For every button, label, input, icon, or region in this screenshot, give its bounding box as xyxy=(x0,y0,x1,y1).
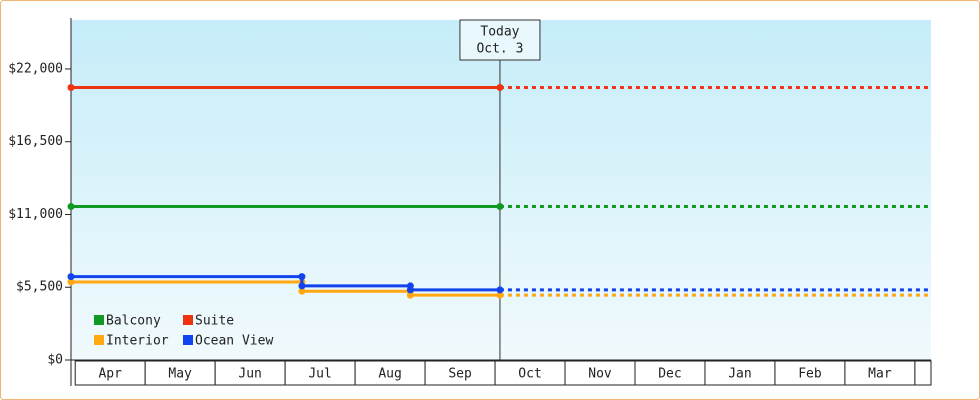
legend-swatch xyxy=(183,315,193,325)
price-marker xyxy=(496,83,504,91)
month-box xyxy=(144,360,216,386)
y-tick-label: $22,000 xyxy=(8,61,63,76)
today-box xyxy=(459,19,541,61)
today-date: Oct. 3 xyxy=(476,42,523,57)
x-tick-label: Dec xyxy=(658,367,681,382)
price-marker xyxy=(298,282,306,290)
price-marker xyxy=(496,286,504,294)
x-tick-label: Nov xyxy=(588,367,612,382)
month-box xyxy=(774,360,846,386)
price-marker xyxy=(67,203,75,211)
x-tick-label: Jun xyxy=(238,367,261,382)
price-marker xyxy=(496,203,504,211)
x-tick-label: Sep xyxy=(448,367,472,382)
month-box xyxy=(424,360,496,386)
y-tick-label: $0 xyxy=(47,353,63,368)
month-box xyxy=(354,360,426,386)
legend-swatch xyxy=(94,315,104,325)
price-marker xyxy=(406,291,414,299)
x-tick-label: Feb xyxy=(798,367,822,382)
price-marker xyxy=(67,278,75,286)
legend-label: Interior xyxy=(106,334,169,349)
month-box xyxy=(564,360,636,386)
price-marker xyxy=(496,291,504,299)
x-tick-label: Mar xyxy=(868,367,892,382)
x-tick-label: Jan xyxy=(728,367,751,382)
y-tick-label: $11,000 xyxy=(8,207,63,222)
month-box xyxy=(284,360,356,386)
x-tick-label: Jul xyxy=(308,367,331,382)
x-tick-label: May xyxy=(168,367,192,382)
x-tick-label: Aug xyxy=(378,367,401,382)
legend-label: Suite xyxy=(195,314,234,329)
y-tick-label: $16,500 xyxy=(8,134,63,149)
legend-label: Balcony xyxy=(106,314,161,329)
price-marker xyxy=(67,273,75,281)
price-marker xyxy=(298,273,306,281)
price-marker xyxy=(67,83,75,91)
month-box xyxy=(634,360,706,386)
x-tick-label: Oct xyxy=(518,367,541,382)
month-box xyxy=(704,360,776,386)
legend-label: Ocean View xyxy=(195,334,273,349)
month-box xyxy=(914,360,932,386)
price-marker xyxy=(406,286,414,294)
y-tick-label: $5,500 xyxy=(16,280,63,295)
plot-area xyxy=(71,20,931,360)
x-tick-label: Apr xyxy=(98,367,122,382)
price-marker xyxy=(298,287,306,295)
month-box xyxy=(494,360,566,386)
legend-swatch xyxy=(94,335,104,345)
month-box xyxy=(214,360,286,386)
legend-swatch xyxy=(183,335,193,345)
today-label: Today xyxy=(480,25,519,40)
